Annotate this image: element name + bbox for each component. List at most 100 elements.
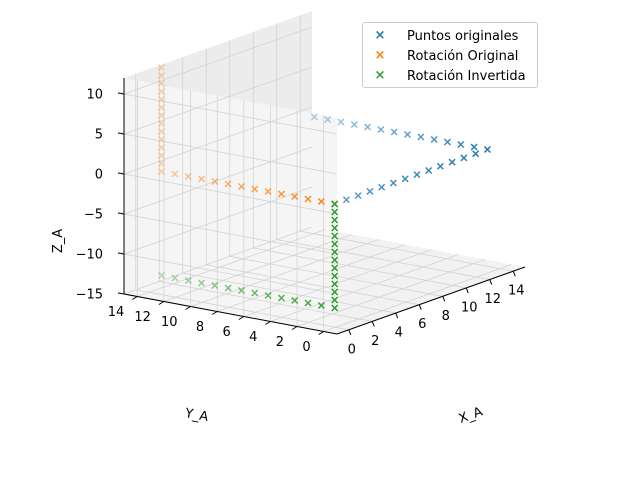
data-point bbox=[264, 291, 272, 299]
x-tick bbox=[489, 279, 493, 285]
data-point bbox=[413, 171, 421, 179]
grid-line bbox=[137, 229, 326, 297]
z-tick-label: 5 bbox=[95, 128, 103, 143]
legend-label: Rotación Invertida bbox=[407, 68, 526, 84]
grid-line bbox=[123, 253, 338, 295]
y-tick bbox=[265, 321, 271, 325]
data-point bbox=[211, 177, 219, 185]
data-point bbox=[331, 296, 339, 304]
z-tick bbox=[117, 212, 125, 215]
y-tick bbox=[211, 311, 218, 315]
grid-line bbox=[123, 26, 313, 95]
x-tick bbox=[371, 321, 375, 327]
z-tick bbox=[117, 92, 125, 95]
data-point bbox=[390, 128, 398, 136]
grid-line bbox=[123, 173, 338, 215]
legend-label: Rotación Original bbox=[407, 48, 519, 64]
z-tick-label: 0 bbox=[95, 168, 103, 183]
data-point bbox=[158, 111, 166, 119]
data-point bbox=[417, 133, 425, 141]
x-tick-label: 12 bbox=[484, 292, 501, 307]
data-point bbox=[483, 146, 491, 154]
y-tick-label: 0 bbox=[302, 340, 310, 355]
x-tick bbox=[395, 312, 399, 319]
legend-entry-rotacion-invertida: × Rotación Invertida bbox=[371, 67, 526, 85]
data-point bbox=[277, 294, 285, 302]
x-axis-label: X_A bbox=[457, 404, 485, 426]
axes-panes bbox=[124, 11, 525, 334]
y-tick bbox=[318, 331, 324, 335]
data-point bbox=[291, 192, 299, 200]
x-axis-line bbox=[336, 266, 526, 335]
z-tick-label: −10 bbox=[76, 248, 103, 263]
y-tick bbox=[185, 306, 191, 310]
y-axis-label: Y_A bbox=[183, 406, 210, 425]
data-point bbox=[158, 271, 166, 279]
grid-line bbox=[296, 259, 486, 327]
y-tick bbox=[158, 301, 165, 305]
data-point bbox=[430, 136, 438, 144]
x-tick-label: 10 bbox=[461, 300, 478, 315]
data-point bbox=[198, 175, 206, 183]
data-point bbox=[443, 138, 451, 146]
x-tick-label: 6 bbox=[418, 317, 426, 332]
x-tick bbox=[465, 287, 469, 294]
grid-line bbox=[270, 254, 459, 322]
data-point bbox=[317, 197, 325, 205]
z-tick bbox=[117, 292, 125, 295]
data-point bbox=[310, 113, 318, 121]
y-tick bbox=[132, 296, 138, 300]
data-point bbox=[448, 158, 456, 166]
data-point bbox=[366, 187, 374, 195]
grid-line bbox=[123, 133, 338, 175]
data-point bbox=[158, 135, 166, 143]
data-point bbox=[158, 103, 166, 111]
data-point bbox=[158, 79, 166, 87]
data-point bbox=[460, 154, 468, 162]
grid-line bbox=[182, 272, 396, 314]
grid-line bbox=[229, 255, 443, 297]
data-point bbox=[350, 121, 358, 129]
data-point bbox=[436, 162, 444, 170]
x-tick-label: 2 bbox=[371, 334, 379, 349]
data-point bbox=[198, 279, 206, 287]
grid-line bbox=[206, 264, 420, 306]
data-point bbox=[331, 216, 339, 224]
data-point bbox=[331, 240, 339, 248]
data-point bbox=[184, 276, 192, 284]
x-tick bbox=[512, 271, 516, 277]
data-point bbox=[377, 126, 385, 134]
data-point bbox=[331, 248, 339, 256]
data-point bbox=[211, 281, 219, 289]
grid-line bbox=[217, 244, 406, 312]
legend: × Puntos originales × Rotación Original … bbox=[362, 22, 538, 88]
data-point bbox=[158, 143, 166, 151]
grid-line bbox=[123, 213, 338, 255]
data-point bbox=[158, 95, 166, 103]
z-tick-label: −5 bbox=[84, 208, 103, 223]
data-point bbox=[158, 63, 166, 71]
grid-line bbox=[123, 66, 313, 135]
x-tick-label: 0 bbox=[348, 342, 356, 357]
x-tick-label: 4 bbox=[395, 326, 403, 341]
grid-line bbox=[123, 186, 313, 255]
data-point bbox=[470, 143, 478, 151]
y-tick bbox=[291, 326, 298, 330]
data-point bbox=[425, 166, 433, 174]
data-point bbox=[304, 195, 312, 203]
grid-line bbox=[163, 234, 353, 302]
x-tick bbox=[442, 296, 446, 302]
grid-line bbox=[243, 249, 432, 317]
data-point bbox=[158, 151, 166, 159]
data-point bbox=[378, 183, 386, 191]
data-point bbox=[251, 185, 259, 193]
data-point bbox=[331, 232, 339, 240]
legend-label: Puntos originales bbox=[407, 28, 519, 44]
z-axis-label: Z_A bbox=[51, 229, 66, 253]
y-axis-line bbox=[123, 293, 338, 335]
data-point bbox=[237, 182, 245, 190]
data-point bbox=[354, 192, 362, 200]
data-point bbox=[342, 196, 350, 204]
data-point bbox=[337, 118, 345, 126]
